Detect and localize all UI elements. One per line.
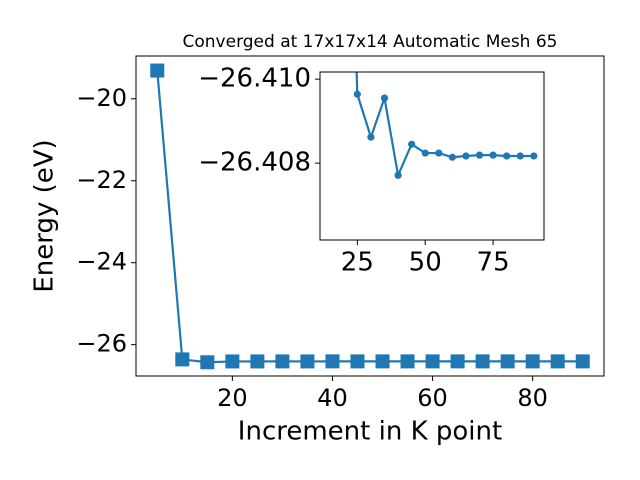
data-point (503, 152, 511, 160)
data-point (275, 354, 290, 369)
data-point (325, 354, 340, 369)
y-tick-label: −24 (76, 248, 127, 276)
data-point (500, 354, 515, 369)
x-tick-label: 20 (217, 384, 248, 412)
data-point (375, 354, 390, 369)
plot-content (353, 72, 538, 180)
data-point (525, 354, 540, 369)
data-point (350, 354, 365, 369)
data-point (516, 152, 524, 160)
x-tick-label: 75 (477, 248, 510, 278)
data-point (462, 152, 470, 160)
data-point (475, 151, 484, 159)
y-tick-label: −26.408 (198, 148, 311, 178)
data-point (435, 149, 443, 157)
axes-frame (135, 55, 605, 377)
data-point (225, 354, 240, 369)
data-point (353, 90, 361, 98)
data-point (200, 355, 215, 370)
data-point (408, 140, 416, 148)
data-point (300, 354, 315, 369)
data-point (448, 153, 456, 161)
y-tick-label: −26.410 (198, 64, 311, 94)
data-point (450, 354, 465, 369)
data-point (175, 352, 190, 367)
x-tick-label: 60 (417, 384, 448, 412)
y-axis-label: Energy (eV) (30, 139, 60, 292)
data-point (367, 133, 375, 141)
axes-frame (319, 71, 545, 241)
plot-content (150, 63, 590, 370)
x-tick-label: 40 (317, 384, 348, 412)
chart-title: Converged at 17x17x14 Automatic Mesh 65 (183, 32, 558, 52)
data-point (575, 354, 590, 369)
x-tick-label: 25 (341, 248, 374, 278)
data-point (421, 149, 429, 157)
data-point (425, 354, 440, 369)
x-axis-label: Increment in K point (238, 417, 502, 447)
data-point (400, 354, 415, 369)
y-tick-label: −22 (76, 166, 127, 194)
y-tick-label: −20 (76, 84, 127, 112)
y-tick-label: −26 (76, 330, 127, 358)
data-point (475, 354, 490, 369)
data-point (150, 63, 165, 78)
data-point (394, 171, 402, 179)
data-point (550, 354, 565, 369)
data-point (380, 94, 389, 102)
x-tick-label: 50 (409, 248, 442, 278)
x-tick-label: 80 (517, 384, 548, 412)
data-point (530, 152, 538, 160)
data-point (489, 151, 497, 159)
data-point (250, 354, 265, 369)
